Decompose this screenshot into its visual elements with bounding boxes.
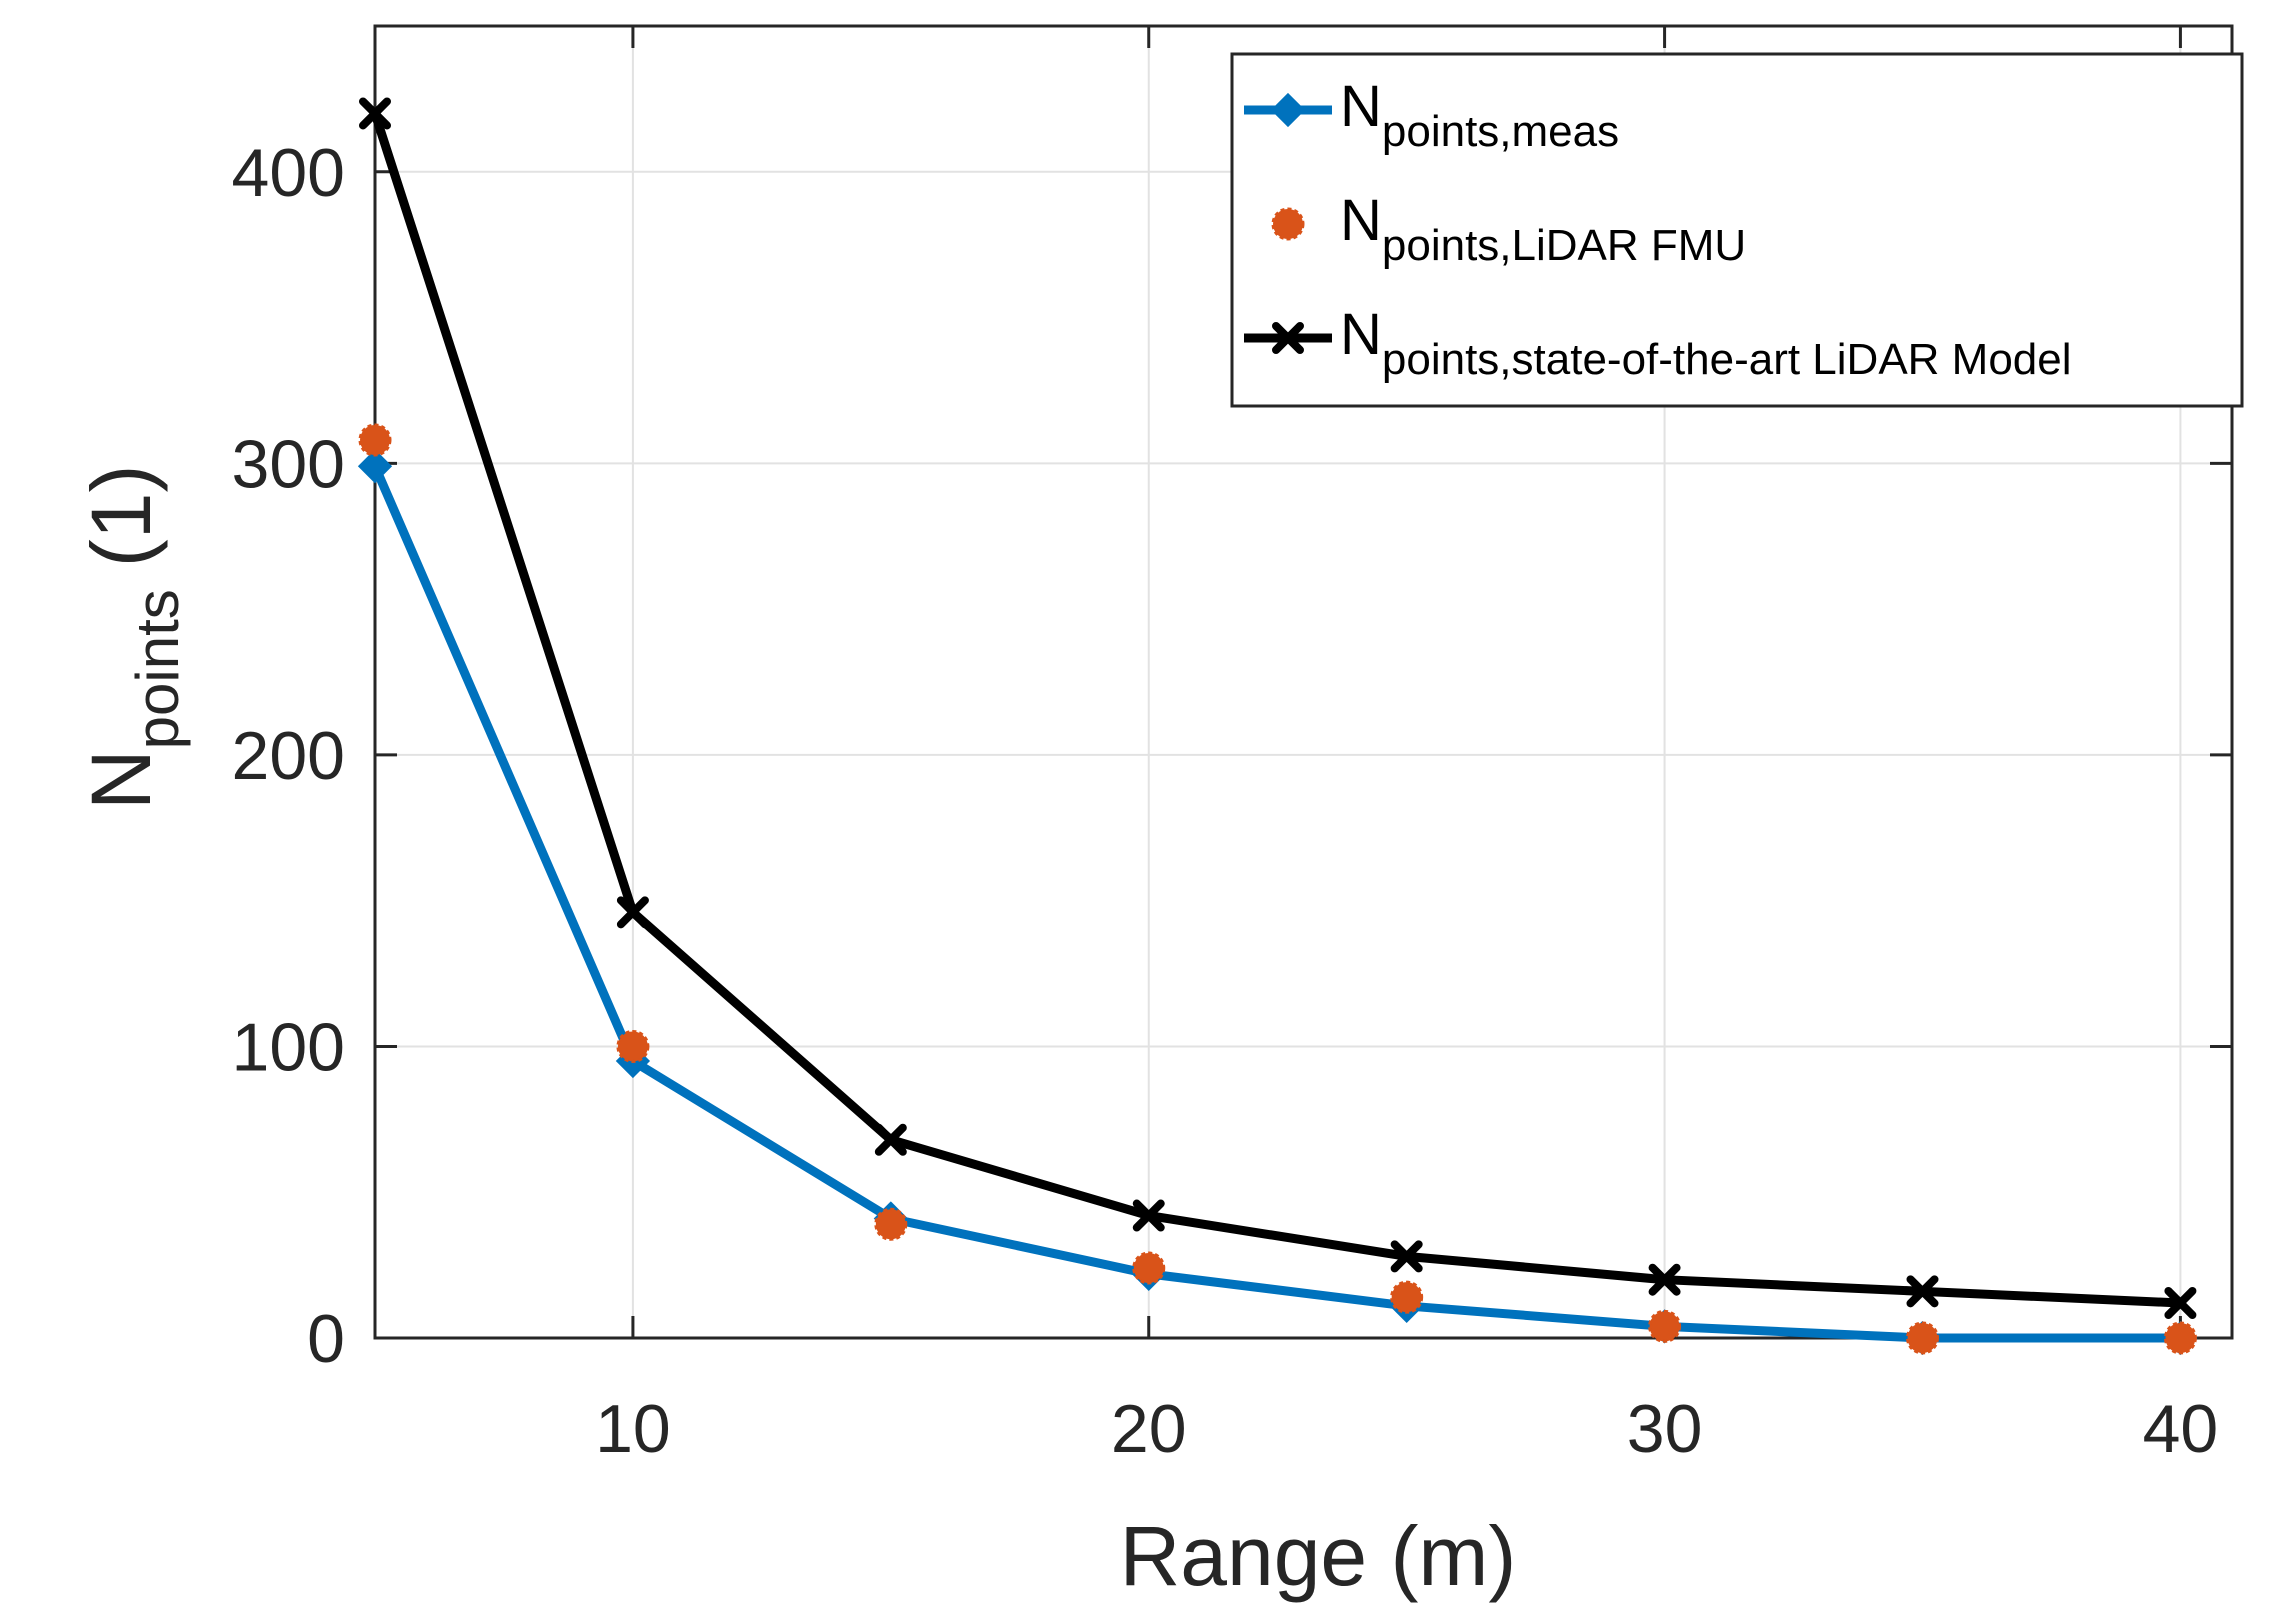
data-point-sota (2164, 1287, 2197, 1320)
data-point-fmu (874, 1207, 908, 1241)
legend-entry-fmu-main: N (1340, 188, 1382, 253)
series-line-sota (370, 112, 2181, 1308)
series-layer (357, 97, 2198, 1356)
data-point-sota (616, 896, 649, 929)
legend-entry-meas-sub: points,meas (1382, 107, 1619, 156)
legend-entry-fmu: Npoints,LiDAR FMU (1340, 188, 1746, 270)
legend-entry-sota-sub: points,state-of-the-art LiDAR Model (1382, 335, 2072, 384)
data-point-fmu (1648, 1309, 1682, 1343)
legend-marker-fmu (1271, 207, 1305, 241)
svg-text:Npoints(1): Npoints (1) (74, 465, 191, 810)
data-point-sota (359, 97, 391, 130)
data-point-fmu (1132, 1251, 1166, 1285)
x-tick-labels: 10 20 30 40 (595, 1391, 2218, 1467)
data-point-sota (1390, 1240, 1423, 1273)
y-axis-title: Npoints (1) (74, 465, 191, 810)
x-tick-label: 20 (1111, 1391, 1187, 1467)
x-tick-label: 30 (1627, 1391, 1703, 1467)
legend-box (1230, 52, 2244, 408)
x-axis-title: Range (m) (1120, 1509, 1517, 1603)
legend-markers (1244, 92, 1332, 354)
series-line-meas (370, 464, 2181, 1343)
series-fmu (358, 423, 2197, 1355)
data-point-fmu (1390, 1280, 1424, 1314)
x-tick-label: 10 (595, 1391, 671, 1467)
legend-entry-meas-main: N (1340, 74, 1382, 139)
data-point-meas (357, 449, 393, 484)
axes-box (373, 24, 2234, 1340)
y-tick-label: 400 (232, 135, 345, 211)
y-tick-label: 200 (232, 718, 345, 794)
y-tick-label: 100 (232, 1009, 345, 1085)
legend-marker-meas (1270, 92, 1306, 128)
y-tick-label: 300 (232, 426, 345, 502)
y-axis-title-main: N (74, 749, 168, 810)
legend-marker-sota (1272, 322, 1304, 354)
x-tick-label: 40 (2143, 1391, 2219, 1467)
data-point-sota (1906, 1275, 1939, 1308)
data-point-sota (874, 1123, 907, 1156)
series-sota (359, 97, 2197, 1320)
legend-entry-meas: Npoints,meas (1340, 74, 1619, 156)
data-point-sota (1132, 1199, 1165, 1232)
y-tick-labels: 0 100 200 300 400 (232, 135, 345, 1377)
data-point-fmu (616, 1029, 650, 1063)
y-tick-label: 0 (307, 1301, 345, 1377)
legend-entry-sota: Npoints,state-of-the-art LiDAR Model (1340, 302, 2072, 384)
legend-entry-sota-main: N (1340, 302, 1382, 367)
legend: Npoints,meas Npoints,LiDAR FMU Npoints,s… (1230, 52, 2244, 408)
data-point-fmu (358, 423, 392, 457)
y-axis-title-sub: points (124, 589, 191, 749)
data-point-fmu (1906, 1321, 1939, 1355)
y-axis-title-unit: (1) (74, 465, 168, 568)
data-point-fmu (2163, 1321, 2197, 1355)
legend-entry-fmu-sub: points,LiDAR FMU (1382, 221, 1746, 270)
data-point-sota (1648, 1263, 1681, 1296)
